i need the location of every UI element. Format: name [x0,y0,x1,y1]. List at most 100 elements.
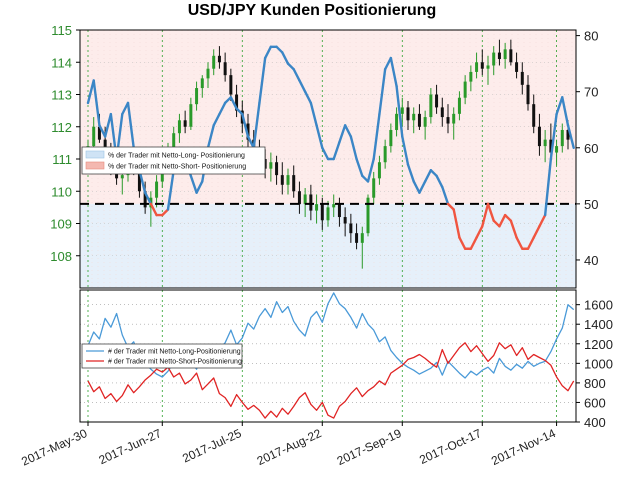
candle-body [440,107,444,118]
candle-body [183,120,187,127]
percent-axis-ticks: 40 50 60 70 80 [576,29,598,268]
percent-long-segment [429,169,438,178]
date-tick-label: 2017-May-30 [19,426,89,469]
candle-body [423,117,427,127]
percent-long-segment [303,90,313,105]
percent-long-segment [475,225,484,239]
percent-long-segment [212,112,221,127]
candle-body [400,107,404,114]
percent-long-segment [258,56,267,105]
count-tick-label: 1600 [584,298,613,313]
candle-body [143,191,147,208]
candle-body [217,55,221,63]
candle-body [520,71,524,85]
price-tick-label: 113 [51,88,72,103]
percent-long-segment [423,169,433,183]
count-tick-label: 600 [584,395,606,410]
candle-body [286,175,290,185]
candle-body [366,197,370,234]
short-count-line [87,342,575,419]
percent-long-segment [498,213,507,228]
percent-long-segment [526,236,535,250]
count-panel-frame [79,289,577,423]
legend-swatch-long [85,150,105,159]
candle-body [429,94,433,118]
date-axis-ticks: 2017-May-30 2017-Jun-27 2017-Jul-25 2017-Au… [19,422,558,469]
candle-body [137,171,141,192]
percent-long-segment [103,112,113,138]
legend-swatch-short [85,161,105,170]
candle-body [503,49,507,60]
candle-body [355,233,359,243]
count-series-lines [87,292,575,419]
legend-label-short-count: # der Trader mit Netto-Short-Positionier… [108,359,242,366]
date-tick-label: 2017-Oct-17 [417,426,484,467]
percent-long-segment [406,163,415,183]
percent-long-segment [338,124,347,144]
candle-body [309,194,313,211]
legend-label-long: % der Trader mit Netto-Long- Positionier… [108,153,245,160]
candle-body [297,191,301,205]
percent-long-segment [321,146,330,161]
percent-long-segment [292,68,301,82]
percent-long-segment [126,101,135,149]
percent-long-segment [366,157,375,183]
price-tick-label: 110 [51,184,72,199]
price-tick-label: 108 [50,249,72,264]
count-tick-label: 1400 [584,317,613,332]
candle-body [372,178,376,198]
candle-body [292,175,296,192]
percent-long-segment [143,191,153,206]
candle-body [172,133,176,150]
percent-long-segment [418,180,427,194]
candle-body [492,52,496,66]
candle-body [337,204,341,218]
candle-body [177,120,181,134]
percent-long-segment [235,107,244,116]
candle-body [275,162,279,176]
percent-tick-label: 50 [584,197,598,212]
candle-body [229,75,233,95]
candle-body [206,68,210,79]
percent-long-segment [298,79,307,93]
percent-long-segment [372,112,381,161]
percent-long-segment [486,202,495,222]
candle-body [120,175,124,179]
percent-long-segment [383,56,393,71]
percent-long-segment [509,219,518,239]
candle-body [349,223,353,234]
candle-body [446,117,450,124]
candle-body [280,175,284,185]
candle-body [155,181,159,198]
candle-body [475,62,479,72]
candle-body [377,162,381,179]
percent-long-segment [149,202,158,217]
candle-body [343,217,347,224]
percent-long-segment [395,84,404,138]
percent-long-segment [309,101,318,127]
percent-long-segment [98,124,107,138]
percent-long-segment [355,157,364,178]
percent-long-segment [481,202,490,228]
candle-body [412,113,416,121]
price-tick-label: 114 [51,55,72,70]
percent-long-segment [566,124,575,149]
price-axis-ticks: 108 109 110 111 112 113 114 115 [50,23,80,264]
price-tick-label: 115 [51,23,72,38]
percent-long-segment [561,96,570,127]
percent-long-segment [195,180,204,194]
candle-body [246,123,250,140]
candle-body [549,139,553,153]
candle-body [223,62,227,76]
percent-long-segment [332,140,341,161]
date-tick-label: 2017-Nov-14 [489,426,558,468]
candle-body [97,126,101,140]
candle-body [417,113,421,127]
legend-label-short: % der Trader mit Netto-Short- Positionie… [108,164,246,171]
candle-body [566,129,570,140]
count-axis-ticks: 400 600 800 1000 1200 1400 1600 [576,298,613,430]
count-tick-label: 400 [584,415,606,430]
candle-body [515,62,519,72]
percent-long-segment [166,169,175,211]
percent-long-segment [435,174,444,189]
